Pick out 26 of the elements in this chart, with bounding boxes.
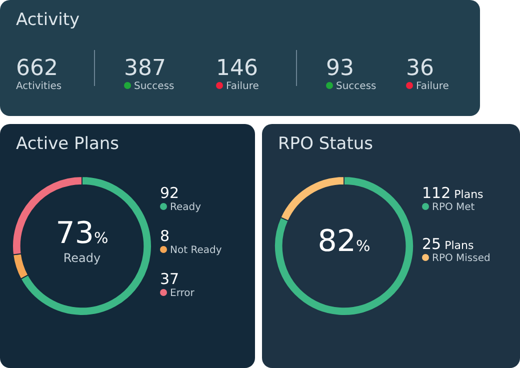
data-label: 36: [406, 56, 435, 81]
data-label: 92: [160, 184, 180, 202]
category-label: Success: [133, 81, 174, 92]
data-label: 93: [326, 56, 355, 81]
category-label: Failure: [415, 81, 449, 92]
data-label: 387: [124, 56, 167, 81]
category-label: Activities: [16, 81, 62, 92]
text: 73%: [54, 216, 110, 251]
data-label: 25 Plans: [422, 235, 475, 253]
category-label: Success: [335, 81, 376, 92]
legend-label: Not Ready: [169, 245, 222, 256]
legend-label: RPO Met: [431, 202, 476, 213]
legend-label: Error: [169, 288, 196, 299]
text: 82%: [316, 224, 372, 259]
text: Activity: [16, 10, 80, 30]
data-label: 112 Plans: [422, 184, 484, 202]
data-label: 662: [16, 56, 59, 81]
data-label: 8: [160, 227, 171, 245]
data-label: 37: [160, 270, 180, 288]
text: Ready: [62, 251, 102, 265]
legend-label: RPO Missed: [431, 253, 490, 264]
chart-title: Active Plans: [16, 134, 120, 154]
category-label: Failure: [225, 81, 259, 92]
chart-title: RPO Status: [278, 134, 374, 154]
data-label: 146: [216, 56, 259, 81]
legend-label: Ready: [169, 202, 202, 213]
